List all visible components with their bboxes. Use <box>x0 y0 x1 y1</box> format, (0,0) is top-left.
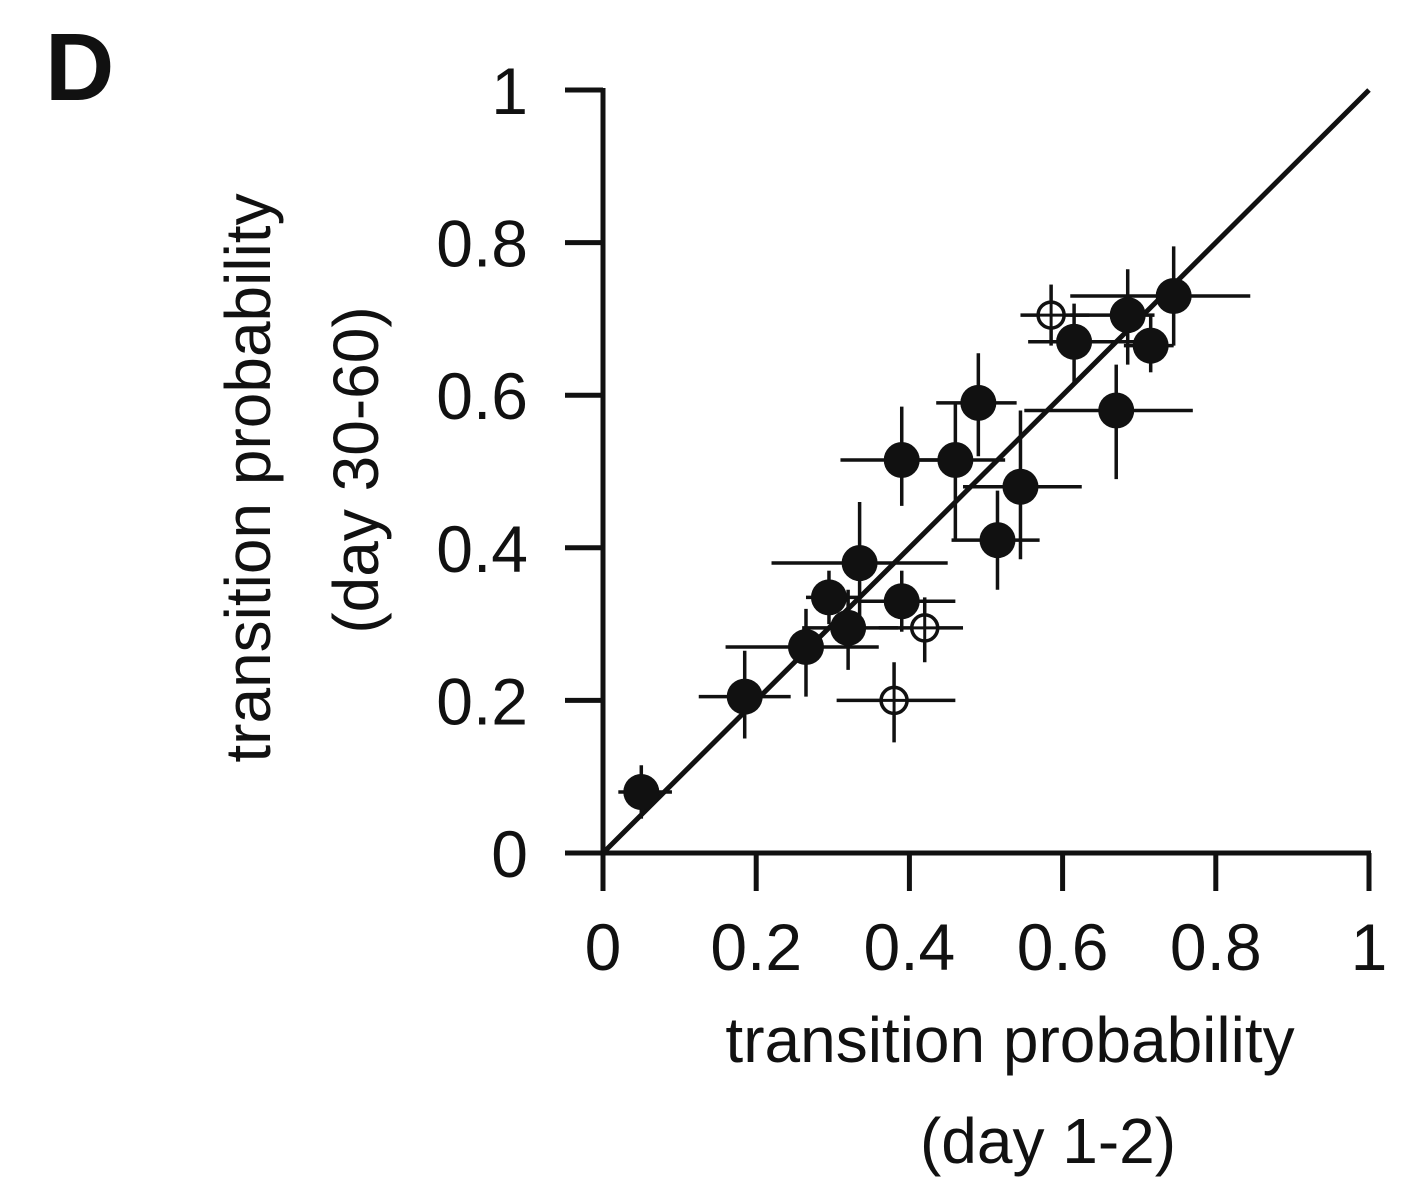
data-point <box>1002 468 1039 505</box>
data-point <box>1155 278 1192 315</box>
x-tick-label: 0.6 <box>1017 910 1109 984</box>
data-point <box>1132 327 1169 364</box>
y-tick-label: 0.2 <box>436 664 528 738</box>
data-point <box>937 442 974 479</box>
data-point <box>1056 323 1093 360</box>
data-point <box>726 678 763 715</box>
x-tick-label: 1 <box>1351 910 1388 984</box>
data-point <box>841 545 878 582</box>
data-point <box>810 579 847 616</box>
y-axis-title-line-1: transition probability <box>212 193 284 762</box>
y-tick-label: 1 <box>491 54 528 128</box>
data-point <box>830 609 867 646</box>
identity-line-group <box>601 88 1371 855</box>
panel-label: D <box>45 14 114 121</box>
x-tick-label: 0 <box>585 910 622 984</box>
data-point <box>883 442 920 479</box>
data-point <box>960 384 997 421</box>
y-tick-label: 0.4 <box>436 512 528 586</box>
axes: 0 0.2 0.4 0.6 0.8 1 0 0.2 0.4 0.6 0.8 1 <box>436 54 1387 984</box>
x-tick-label: 0.2 <box>710 910 802 984</box>
data-point <box>1098 392 1135 429</box>
x-tick-label: 0.8 <box>1170 910 1262 984</box>
data-point <box>623 773 660 810</box>
x-tick-label: 0.4 <box>864 910 956 984</box>
data-point <box>883 583 920 620</box>
y-tick-label: 0.8 <box>436 207 528 281</box>
y-tick-label: 0 <box>491 817 528 891</box>
data-point <box>979 522 1016 559</box>
x-axis-title-line-2: (day 1-2) <box>920 1105 1176 1177</box>
y-axis-title-line-2: (day 30-60) <box>320 306 392 633</box>
data-point <box>1109 297 1146 334</box>
x-axis-title-line-1: transition probability <box>725 1004 1294 1076</box>
data-point <box>787 628 824 665</box>
data-markers <box>623 278 1192 810</box>
y-tick-label: 0.6 <box>436 359 528 433</box>
axis-titles: transition probability (day 1-2) transit… <box>212 193 1295 1177</box>
identity-line <box>601 88 1371 855</box>
